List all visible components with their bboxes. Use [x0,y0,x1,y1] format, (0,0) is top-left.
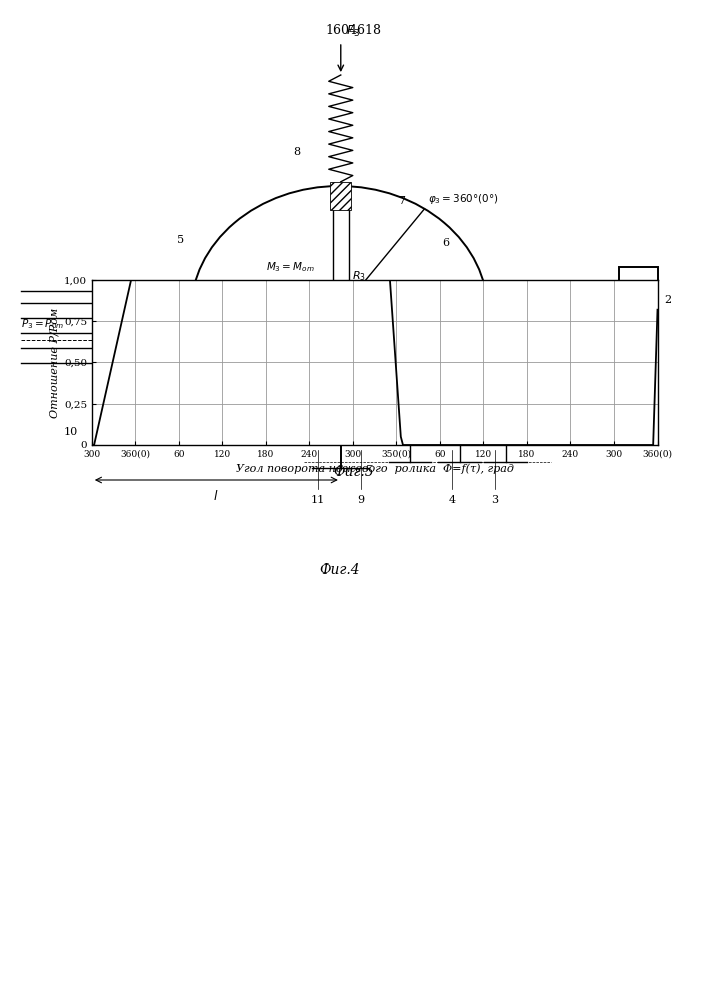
Circle shape [304,282,375,342]
Text: Фиг.5: Фиг.5 [333,465,374,479]
Text: $l_3$: $l_3$ [245,286,254,300]
Text: $l$: $l$ [213,489,218,503]
Text: 9: 9 [357,495,364,505]
Bar [330,182,351,210]
Circle shape [329,303,350,321]
Text: 4: 4 [449,495,456,505]
Text: 2: 2 [665,295,672,305]
Text: $n$: $n$ [320,292,328,302]
Text: 11: 11 [311,495,325,505]
X-axis label: Угол поворота ножевого  ролика  Φ=f(τ), град: Угол поворота ножевого ролика Φ=f(τ), гр… [235,463,514,474]
Text: 3: 3 [491,495,498,505]
Text: $R_3$: $R_3$ [352,269,366,283]
Text: 1604618: 1604618 [325,24,382,37]
Text: $M_3=M_{om}$: $M_3=M_{om}$ [266,260,314,274]
Y-axis label: Отношение P/Pом: Отношение P/Pом [49,307,60,418]
Text: $F_3$: $F_3$ [346,24,361,39]
Text: $\varphi_3=360°(0°)$: $\varphi_3=360°(0°)$ [428,192,498,206]
Bar [619,267,658,381]
Text: 6: 6 [443,238,450,248]
Bar [333,189,349,285]
Text: 8: 8 [293,147,300,157]
Text: 1: 1 [590,358,597,368]
Text: Фиг.4: Фиг.4 [319,563,360,577]
Text: $F'_3$: $F'_3$ [354,288,370,303]
Text: 7: 7 [399,196,406,206]
Text: 5: 5 [177,235,184,245]
Text: $-T_3$: $-T_3$ [293,346,315,360]
Text: $v$: $v$ [568,299,578,312]
Text: 10: 10 [64,427,78,437]
Text: $P_3=P_{0m}$: $P_3=P_{0m}$ [21,317,64,331]
